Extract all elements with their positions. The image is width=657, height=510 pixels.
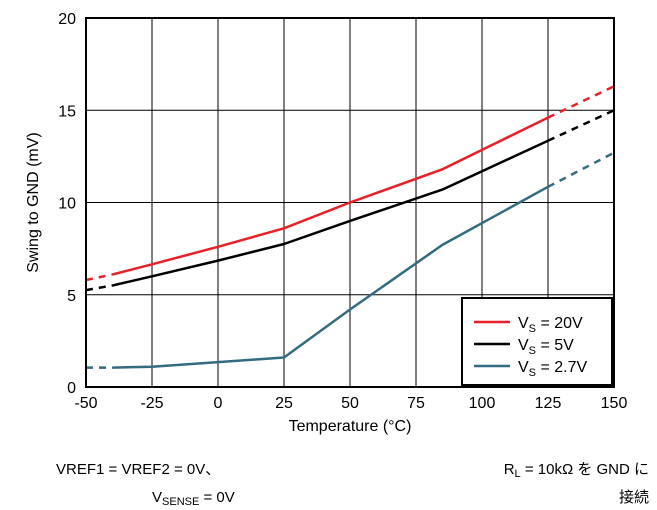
x-tick-label: 100 (469, 395, 496, 412)
x-tick-labels: -50 -25 0 25 50 75 100 125 150 (74, 395, 627, 412)
conditions-note-line1: VREF1 = VREF2 = 0V、 (56, 461, 221, 478)
load-note-line1: RL = 10kΩ を GND に (503, 461, 649, 480)
y-axis-title: Swing to GND (mV) (25, 132, 42, 272)
y-tick-label: 20 (58, 11, 76, 28)
x-tick-label: -50 (74, 395, 97, 412)
series-line (112, 139, 549, 287)
plot-frame (85, 17, 615, 388)
series-extrapolation-right (547, 85, 615, 119)
x-tick-label: -25 (140, 395, 163, 412)
x-tick-label: 125 (535, 395, 562, 412)
y-tick-label: 15 (58, 103, 76, 120)
x-tick-label: 0 (214, 395, 223, 412)
legend-label: VS = 5V (518, 337, 574, 357)
y-tick-label: 10 (58, 196, 76, 213)
y-tick-labels: 0 5 10 15 20 (58, 11, 76, 397)
conditions-note-line2: VSENSE = 0V (152, 489, 235, 508)
series-extrapolation-left (85, 273, 113, 282)
x-tick-label: 75 (407, 395, 425, 412)
legend-box (461, 297, 613, 386)
series-0 (85, 85, 615, 282)
series-extrapolation-right (547, 109, 615, 142)
x-tick-label: 25 (275, 395, 293, 412)
legend-label: VS = 20V (518, 315, 583, 335)
legend-label: VS = 2.7V (518, 359, 587, 379)
series-line (112, 185, 549, 369)
series-extrapolation-left (85, 284, 113, 292)
series-2 (86, 151, 615, 369)
series-line (112, 116, 549, 276)
load-note-line2: 接続 (618, 489, 649, 506)
series-extrapolation-right (547, 151, 615, 188)
y-tick-label: 5 (67, 288, 76, 305)
x-tick-label: 150 (601, 395, 628, 412)
series-lines (85, 85, 615, 369)
x-axis-title: Temperature (°C) (289, 418, 412, 435)
series-1 (85, 109, 615, 292)
x-tick-label: 50 (341, 395, 359, 412)
y-tick-label: 0 (67, 380, 76, 397)
